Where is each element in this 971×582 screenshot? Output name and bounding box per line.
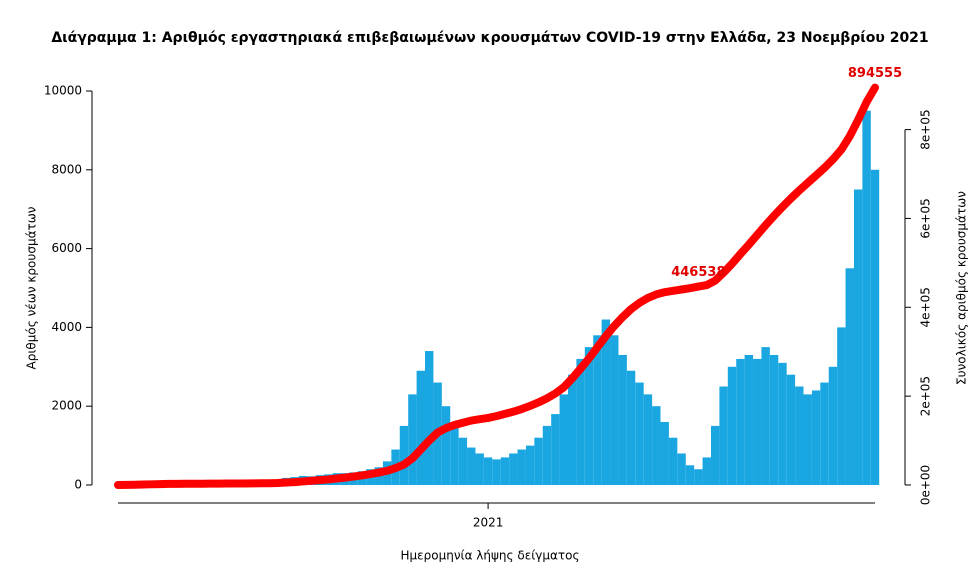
bar	[745, 355, 753, 485]
bar	[518, 450, 526, 485]
bar	[484, 457, 492, 485]
bar	[728, 367, 736, 485]
bar	[871, 170, 879, 485]
y-tick-label: 4000	[51, 320, 82, 334]
bar	[652, 406, 660, 485]
bar	[408, 394, 416, 485]
bar	[703, 457, 711, 485]
bar	[425, 351, 433, 485]
bar	[475, 453, 483, 485]
bar	[644, 394, 652, 485]
bar	[837, 327, 845, 485]
y2-tick-label: 4e+05	[919, 287, 933, 327]
bar	[770, 355, 778, 485]
bar	[719, 386, 727, 484]
bar	[804, 394, 812, 485]
y-axis-label: Αριθμός νέων κρουσμάτων	[25, 206, 39, 369]
bar	[787, 375, 795, 485]
bar	[627, 371, 635, 485]
y2-tick-label: 2e+05	[919, 376, 933, 416]
bar	[610, 335, 618, 485]
bar	[820, 383, 828, 485]
chart-title: Διάγραμμα 1: Αριθμός εργαστηριακά επιβεβ…	[51, 30, 928, 46]
bar	[501, 457, 509, 485]
bar	[492, 459, 500, 485]
y-tick-label: 0	[74, 477, 82, 491]
y2-axis-label: Συνολικός αριθμός κρουσμάτων	[955, 191, 969, 385]
bar	[686, 465, 694, 485]
bar	[677, 453, 685, 485]
y-tick-label: 2000	[51, 399, 82, 413]
bar	[862, 111, 870, 485]
bar	[551, 414, 559, 485]
bar	[568, 375, 576, 485]
bar	[543, 426, 551, 485]
bar	[854, 189, 862, 484]
bar	[669, 438, 677, 485]
y2-tick-label: 8e+05	[919, 109, 933, 149]
bar	[661, 422, 669, 485]
y2-tick-label: 6e+05	[919, 198, 933, 238]
bar	[509, 453, 517, 485]
bar	[450, 426, 458, 485]
bar	[635, 383, 643, 485]
bar	[736, 359, 744, 485]
bar	[795, 386, 803, 484]
y-tick-label: 8000	[51, 162, 82, 176]
bar	[459, 438, 467, 485]
y-tick-label: 6000	[51, 241, 82, 255]
bar	[417, 371, 425, 485]
data-label: 894555	[848, 66, 902, 81]
y2-tick-label: 0e+00	[919, 465, 933, 505]
bar	[467, 448, 475, 485]
bar	[694, 469, 702, 485]
bar	[829, 367, 837, 485]
bar	[812, 390, 820, 485]
x-axis-label: Ημερομηνία λήψης δείγματος	[400, 549, 579, 563]
bar	[442, 406, 450, 485]
bar	[761, 347, 769, 485]
bar	[560, 394, 568, 485]
bar	[846, 268, 854, 485]
bar	[400, 426, 408, 485]
bar	[534, 438, 542, 485]
bar	[753, 359, 761, 485]
bar	[526, 446, 534, 485]
bar	[778, 363, 786, 485]
y-tick-label: 10000	[44, 83, 82, 97]
bar	[618, 355, 626, 485]
data-label: 446538	[671, 265, 725, 280]
x-tick-label: 2021	[473, 516, 504, 530]
bar	[711, 426, 719, 485]
